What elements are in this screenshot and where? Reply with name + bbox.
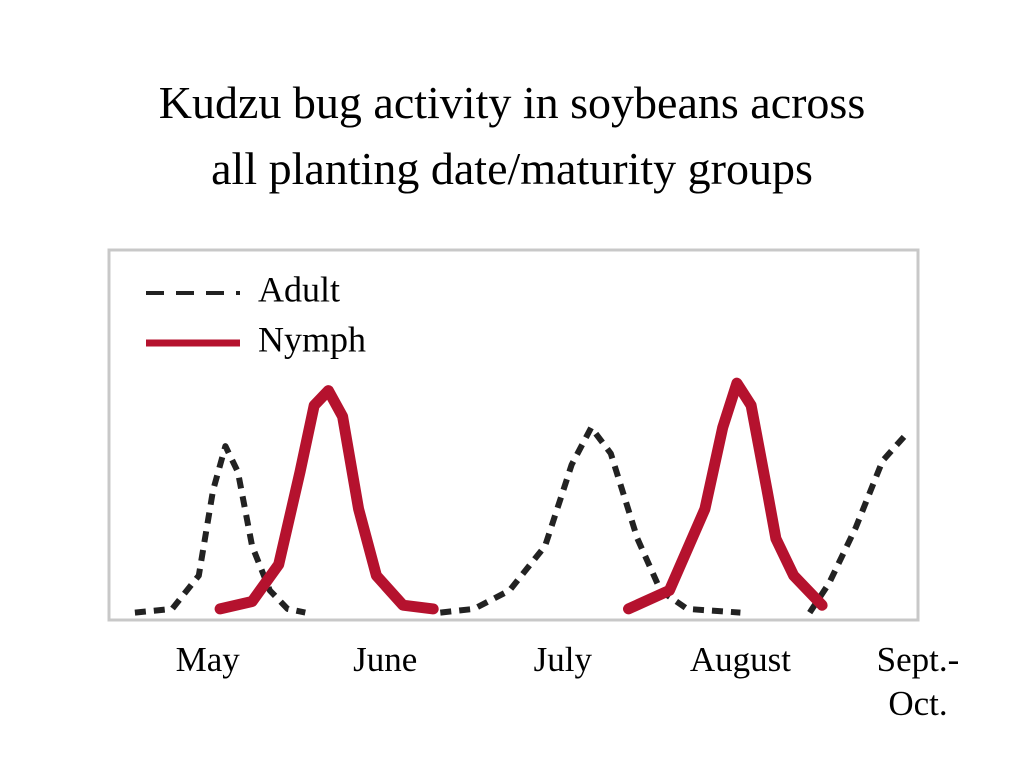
x-tick-label: May [175, 640, 240, 679]
plot-frame [107, 248, 920, 622]
series-line [214, 377, 828, 615]
x-tick-label: Sept.- Oct. [876, 640, 960, 723]
legend-label: Adult [258, 269, 340, 309]
x-tick-label: July [533, 640, 592, 679]
chart-title: Kudzu bug activity in soybeans across al… [158, 77, 866, 194]
x-tick-label: June [353, 640, 418, 679]
legend-label: Nymph [258, 319, 366, 359]
series-line [134, 424, 908, 616]
x-tick-label: August [689, 640, 791, 679]
